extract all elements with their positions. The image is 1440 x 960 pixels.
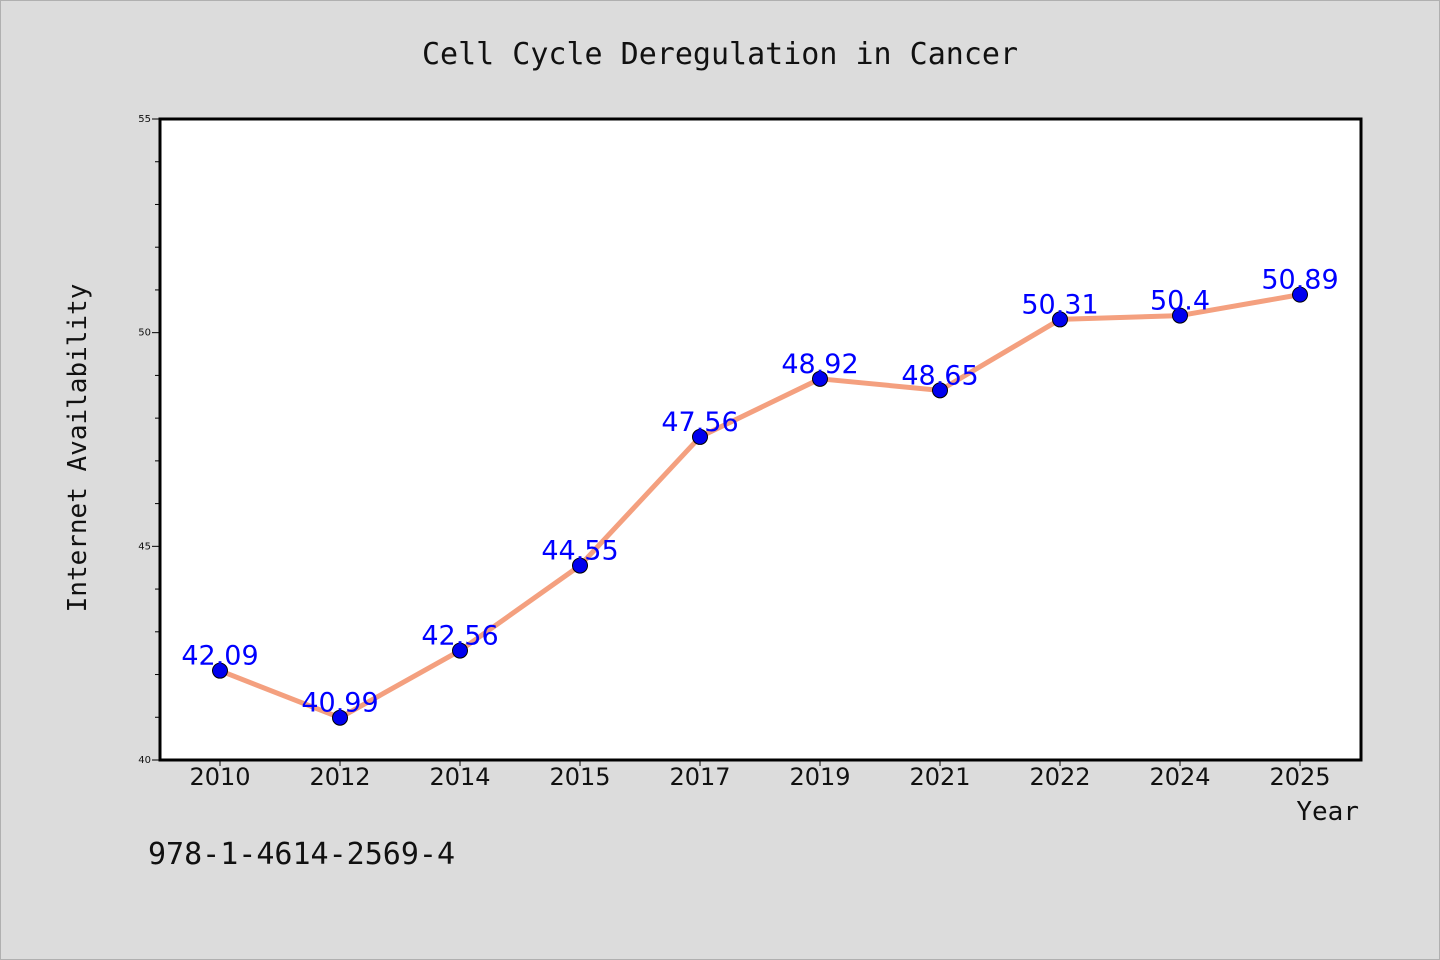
x-tick-label: 2017 (669, 763, 730, 791)
data-point (932, 382, 948, 399)
data-label: 42.09 (181, 641, 258, 672)
x-tick-label: 2010 (189, 763, 250, 791)
series-line (217, 292, 1303, 721)
data-label: 47.56 (661, 407, 738, 438)
y-tick-label: 45 (138, 541, 151, 552)
y-tick-label: 40 (138, 755, 151, 766)
data-point (812, 370, 828, 387)
x-axis: 2010 2012 2014 2015 2017 2019 2021 2022 2024 2025 (189, 760, 1331, 791)
x-tick-label: 2015 (549, 763, 610, 791)
y-tick-label: 50 (138, 328, 151, 339)
data-label: 50.89 (1261, 265, 1338, 296)
data-labels-group: 42.09 40.99 42.56 44.55 47.56 48.92 48.65 50.31… (181, 265, 1338, 719)
plot-area (158, 117, 1363, 762)
x-axis-label: Year (1296, 797, 1359, 827)
chart-title: Cell Cycle Deregulation in Cancer (422, 37, 1018, 72)
data-label: 50.31 (1021, 289, 1098, 320)
data-point (572, 557, 588, 574)
data-point (1172, 307, 1188, 324)
series-line-group (217, 292, 1303, 721)
isbn-text: 978-1-4614-2569-4 (148, 837, 455, 872)
markers-group (212, 286, 1308, 726)
x-tick-label: 2021 (909, 763, 970, 791)
data-point (212, 662, 228, 679)
data-point (1052, 311, 1068, 328)
y-tick-label: 55 (138, 114, 151, 125)
data-point (1292, 286, 1308, 303)
data-point (332, 709, 348, 726)
x-tick-label: 2014 (429, 763, 490, 791)
x-tick-label: 2019 (789, 763, 850, 791)
x-tick-label: 2024 (1149, 763, 1210, 791)
data-label: 50.4 (1150, 286, 1210, 317)
data-label: 48.92 (781, 349, 858, 380)
data-label: 44.55 (541, 536, 618, 567)
data-label: 42.56 (421, 621, 498, 652)
x-tick-label: 2022 (1029, 763, 1090, 791)
data-label: 48.65 (901, 360, 978, 391)
data-point (692, 428, 708, 445)
x-tick-label: 2025 (1269, 763, 1330, 791)
data-point (452, 642, 468, 659)
y-axis: 40 45 50 55 (138, 114, 160, 766)
y-axis-label: Internet Availability (63, 284, 93, 613)
x-tick-label: 2012 (309, 763, 370, 791)
data-label: 40.99 (301, 688, 378, 719)
